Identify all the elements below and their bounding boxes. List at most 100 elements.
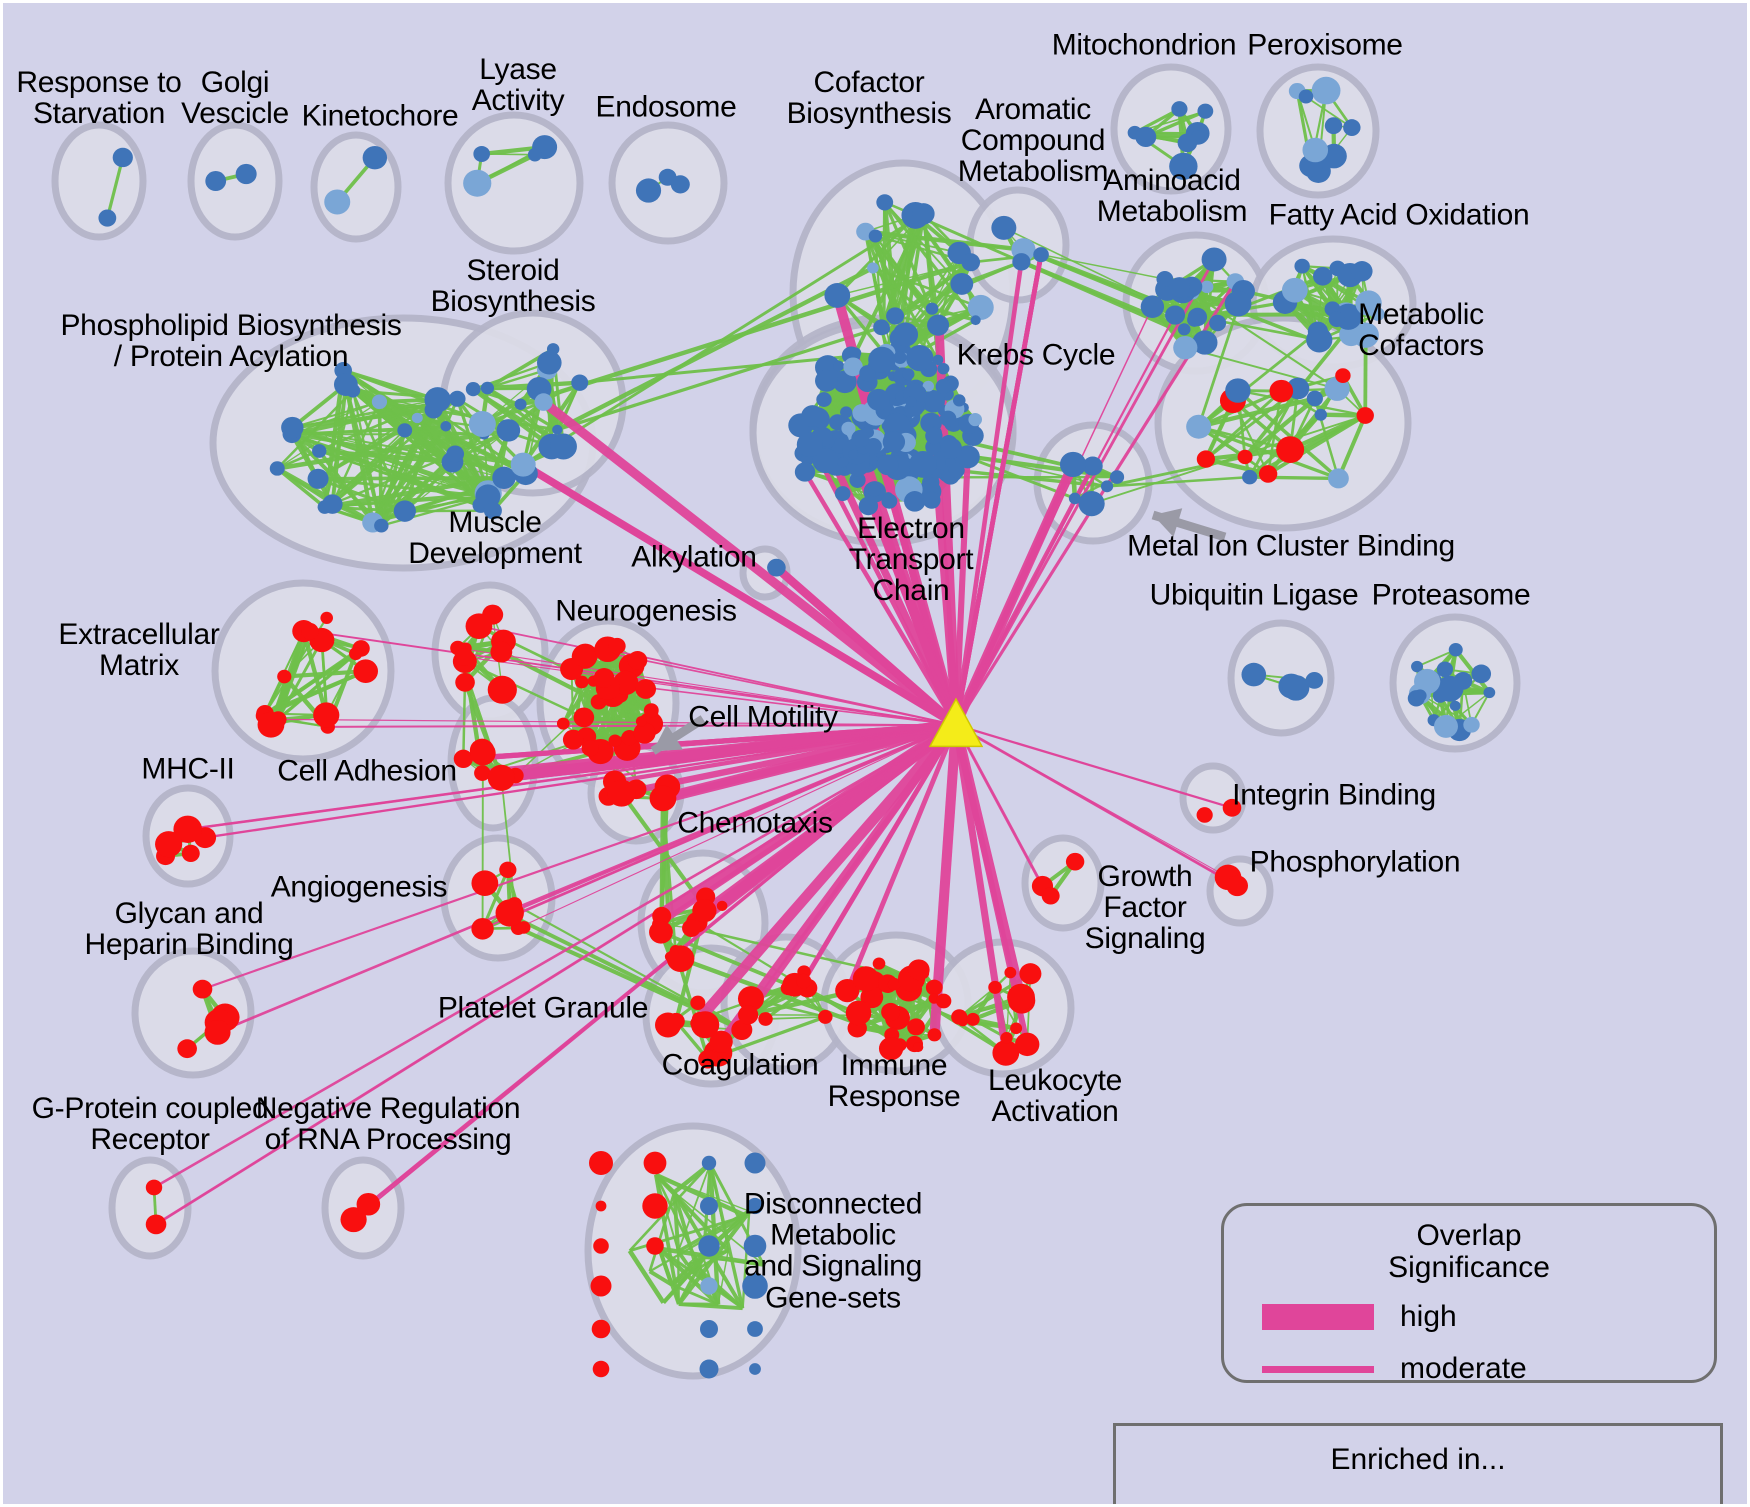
gene-set-node — [1156, 271, 1174, 288]
edge-green — [654, 1172, 748, 1218]
gene-set-node — [571, 374, 589, 391]
gene-set-node — [527, 147, 542, 162]
gene-set-node — [593, 667, 615, 688]
edge-pink-disease — [953, 261, 1024, 726]
gene-set-node — [867, 262, 879, 274]
gene-set-node — [746, 1197, 764, 1215]
gene-set-node — [633, 722, 656, 744]
gene-set-node — [1449, 700, 1461, 711]
gene-set-node — [666, 945, 695, 973]
gene-set-node — [921, 389, 945, 413]
gene-set-node — [876, 454, 899, 476]
gene-set-node — [1200, 280, 1214, 294]
edge-green — [1198, 425, 1291, 451]
gene-set-node — [635, 679, 657, 699]
gene-set-node — [177, 1039, 197, 1059]
metal-ion-arrow-head — [1153, 508, 1183, 537]
gene-set-node — [700, 1277, 718, 1295]
gene-set-node — [277, 669, 292, 684]
gene-set-node — [716, 900, 728, 912]
gene-set-node — [510, 452, 536, 477]
edge-green — [521, 381, 582, 466]
gene-set-node — [937, 362, 950, 375]
gene-set-node — [1177, 133, 1198, 153]
edge-pink-disease — [278, 718, 957, 726]
gene-set-node — [281, 416, 304, 439]
gene-set-node — [1436, 675, 1464, 702]
gene-set-node — [333, 373, 358, 396]
gene-set-node — [700, 1320, 718, 1338]
legend-high-row: high — [1262, 1300, 1457, 1334]
gene-set-node — [1471, 664, 1492, 684]
gene-set-node — [700, 1197, 718, 1215]
gene-set-node — [514, 398, 527, 410]
gene-set-node — [204, 1019, 231, 1045]
gene-set-node — [546, 343, 560, 356]
edge-green-inter — [481, 720, 642, 774]
gene-set-node — [794, 462, 816, 482]
edge-green — [318, 449, 494, 512]
gene-set-node — [1187, 312, 1202, 327]
edge-pink-disease — [514, 719, 957, 781]
edge-green-inter — [865, 229, 1024, 252]
gene-set-node — [908, 451, 937, 478]
gene-set-node — [698, 1235, 720, 1257]
gene-set-node — [269, 461, 285, 476]
node-layer — [98, 76, 1496, 1379]
gene-set-node — [1109, 470, 1125, 484]
gene-set-node — [607, 779, 636, 807]
gene-set-node — [738, 1005, 759, 1025]
gene-set-node — [593, 1238, 609, 1254]
gene-set-node — [468, 410, 496, 437]
gene-set-node — [864, 438, 882, 455]
edge-pink-disease — [803, 470, 958, 727]
gene-set-node — [573, 707, 595, 728]
edge-green — [481, 153, 535, 156]
gene-set-node — [872, 957, 886, 970]
gene-set-node — [652, 906, 672, 926]
gene-set-node — [970, 315, 981, 326]
gene-set-node — [649, 785, 677, 812]
legend-moderate-row: moderate — [1262, 1352, 1527, 1386]
gene-set-node — [192, 979, 213, 999]
gene-set-node — [882, 431, 906, 453]
gene-set-node — [301, 622, 319, 640]
gene-set-node — [849, 472, 866, 488]
annotation-arrow-layer — [650, 508, 1227, 755]
gene-set-node — [595, 1200, 607, 1212]
gene-set-node — [1433, 714, 1458, 738]
gene-set-node — [951, 1009, 968, 1025]
gene-set-node — [1007, 983, 1035, 1011]
gene-set-node — [742, 1273, 768, 1299]
gene-set-node — [473, 145, 490, 162]
edge-green — [570, 669, 575, 740]
gene-set-node — [1140, 295, 1165, 319]
edge-green-inter — [1192, 291, 1318, 344]
edge-green — [1416, 648, 1457, 668]
gene-set-node — [349, 647, 363, 661]
gene-set-node — [852, 966, 879, 992]
colon-cancer-hub-node[interactable] — [928, 697, 984, 748]
gene-set-node — [935, 379, 952, 395]
cluster-halo-golgi-vescicle — [187, 121, 283, 241]
edge-green-inter — [519, 260, 972, 407]
cell-motility-arrow-head — [653, 724, 683, 751]
gene-set-node — [455, 672, 475, 692]
gene-set-node — [1352, 322, 1379, 348]
gene-set-node — [925, 427, 943, 445]
gene-set-node — [1343, 119, 1361, 136]
gene-set-node — [905, 396, 917, 407]
gene-set-node — [1328, 468, 1349, 489]
edge-green-inter — [679, 956, 916, 1047]
gene-set-node — [840, 406, 853, 419]
gene-set-node — [907, 1018, 925, 1036]
edge-pink-disease — [540, 398, 959, 729]
gene-set-node — [1242, 469, 1258, 485]
gene-set-node — [1237, 449, 1253, 465]
edge-green — [627, 1249, 666, 1304]
gene-set-node — [1065, 852, 1085, 871]
gene-set-node — [635, 716, 647, 727]
gene-set-node — [1335, 368, 1351, 384]
edge-green — [330, 384, 348, 505]
